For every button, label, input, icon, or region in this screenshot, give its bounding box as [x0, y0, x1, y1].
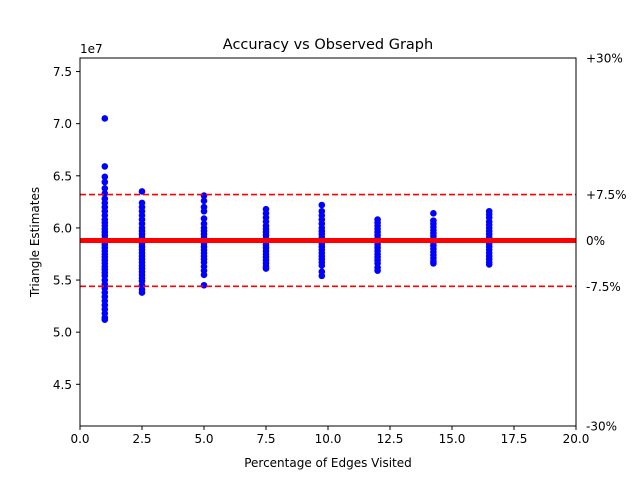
data-point: [101, 115, 109, 122]
x-tick-label: 15.0: [439, 432, 466, 446]
x-tick-label: 2.5: [132, 432, 151, 446]
data-point: [101, 173, 109, 181]
data-point: [200, 207, 208, 215]
x-tick-label: 0.0: [70, 432, 89, 446]
x-tick-label: 12.5: [377, 432, 404, 446]
x-tick-label: 20.0: [563, 432, 590, 446]
y-axis-label: Triangle Estimates: [28, 187, 42, 298]
y-tick-label: 5.0: [53, 326, 72, 340]
reference-lines-layer: [80, 193, 576, 288]
right-percent-labels: +30% +7.5% 0% -7.5% -30%: [586, 52, 627, 434]
data-point: [485, 261, 493, 268]
y-tick-label: 7.5: [53, 65, 72, 79]
data-point: [200, 271, 208, 279]
data-point: [374, 267, 381, 274]
axes-layer: 0.0 2.5 5.0 7.5 10.0 12.5 15.0 17.5 20.0 4.5 5.0 5.…: [53, 57, 590, 446]
y-tick-label: 6.0: [53, 221, 72, 235]
y-tick-label: 4.5: [53, 378, 72, 392]
data-point: [200, 215, 208, 222]
x-axis-label: Percentage of Edges Visited: [244, 456, 412, 470]
y-tick-label: 6.5: [53, 169, 72, 183]
data-point: [318, 272, 326, 280]
data-point: [138, 289, 146, 296]
data-point: [101, 185, 109, 192]
right-percent-label: -30%: [586, 420, 617, 434]
x-tick-label: 5.0: [194, 432, 213, 446]
right-percent-label: -7.5%: [586, 280, 621, 294]
right-percent-label: 0%: [586, 234, 605, 248]
data-point: [101, 163, 109, 170]
right-percent-label: +30%: [586, 52, 623, 66]
data-point: [318, 201, 326, 209]
y-tick-label: 7.0: [53, 117, 72, 131]
x-tick-label: 10.0: [315, 432, 342, 446]
data-point: [200, 197, 208, 205]
y-tick-label: 5.5: [53, 274, 72, 288]
points-layer: [101, 115, 493, 323]
data-point: [101, 178, 109, 186]
data-point: [138, 188, 146, 195]
chart-title: Accuracy vs Observed Graph: [223, 37, 433, 53]
x-tick-label: 7.5: [256, 432, 275, 446]
data-point: [318, 262, 326, 269]
data-point: [200, 281, 208, 289]
right-percent-label: +7.5%: [586, 188, 627, 202]
data-point: [430, 260, 437, 267]
data-point: [430, 210, 437, 217]
data-point: [101, 316, 109, 323]
data-point: [262, 265, 270, 272]
x-tick-label: 17.5: [501, 432, 528, 446]
y-offset-label: 1e7: [80, 42, 103, 56]
